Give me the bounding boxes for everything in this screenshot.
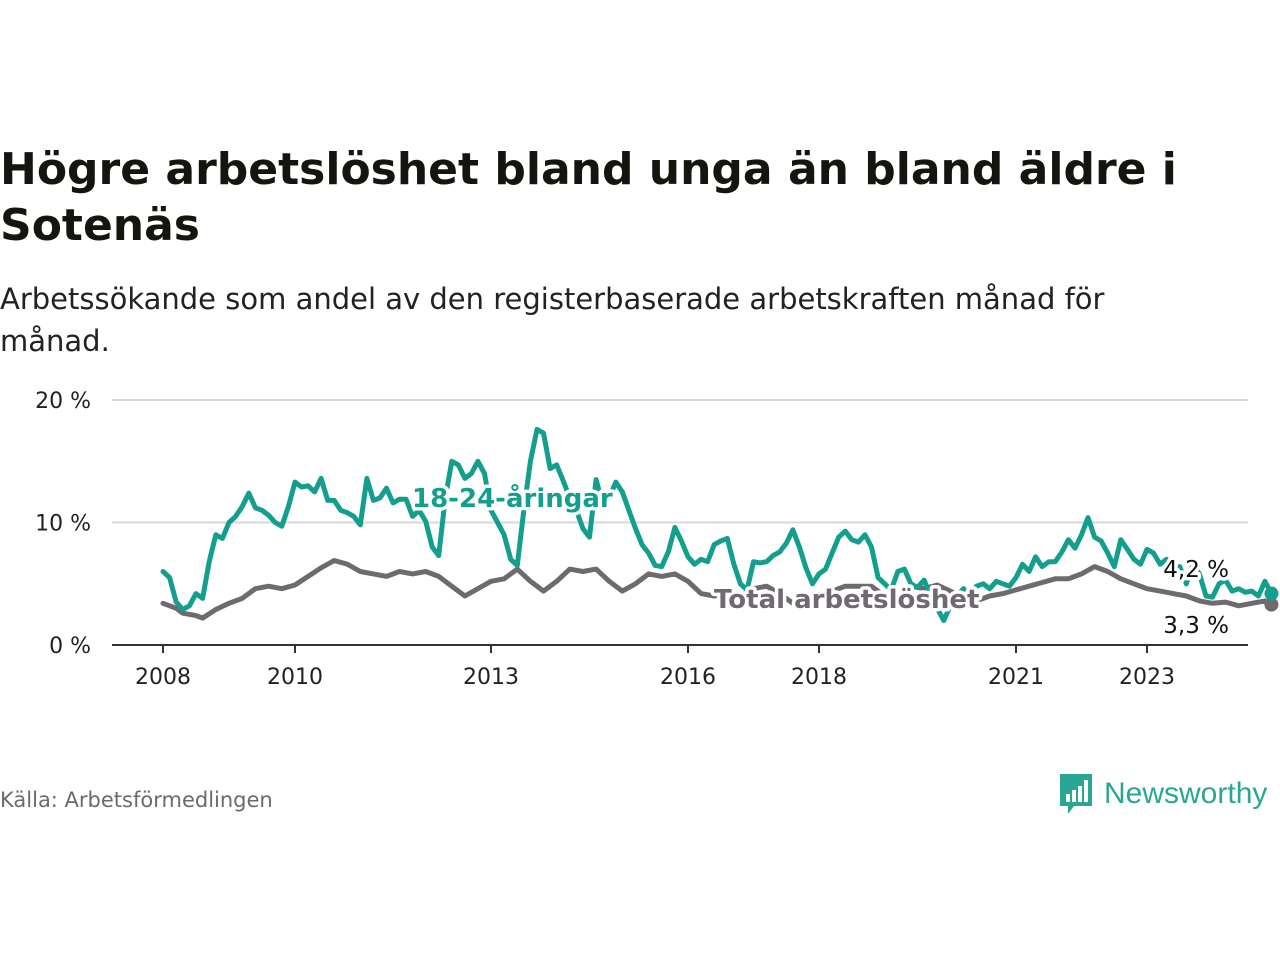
series-label-total: Total arbetslöshet (714, 585, 979, 615)
brand-name: Newsworthy (1104, 777, 1268, 810)
y-axis: 0 % 10 % 20 % (35, 389, 91, 659)
y-tick-label: 20 % (35, 389, 91, 414)
series-layer (160, 426, 1279, 623)
gridlines (112, 399, 1248, 524)
newsworthy-logo-icon (1060, 774, 1092, 814)
end-marker-youth (1264, 586, 1279, 601)
series-line-total (160, 558, 1274, 621)
source-note: Källa: Arbetsförmedlingen (0, 788, 273, 812)
x-tick-label: 2016 (660, 665, 716, 690)
x-tick-label: 2018 (791, 665, 847, 690)
x-tick-label: 2010 (267, 665, 323, 690)
series-label-youth: 18-24-åringar (412, 482, 613, 514)
end-value-total: 3,3 % (1163, 613, 1229, 639)
end-marker-total (1264, 597, 1279, 612)
x-tick-label: 2021 (988, 665, 1044, 690)
x-tick-label: 2023 (1119, 665, 1175, 690)
chart-title: Högre arbetslöshet bland unga än bland ä… (0, 144, 1177, 251)
line-chart: 0 % 10 % 20 % 2008 2010 2013 2016 2018 2021 2023… (35, 389, 1279, 690)
series-labels: 18-24-åringar Total arbetslöshet 4,2 % 3,3 … (409, 479, 1233, 643)
y-tick-label: 10 % (35, 512, 91, 537)
y-tick-label: 0 % (49, 634, 91, 659)
chart-subtitle: Arbetssökande som andel av den registerb… (0, 282, 1105, 358)
x-tick-label: 2008 (135, 665, 191, 690)
x-axis: 2008 2010 2013 2016 2018 2021 2023 (135, 645, 1175, 690)
x-tick-label: 2013 (463, 665, 519, 690)
end-value-youth: 4,2 % (1163, 557, 1229, 583)
series-line-youth (160, 426, 1274, 623)
brand-logo: Newsworthy (1058, 772, 1267, 816)
